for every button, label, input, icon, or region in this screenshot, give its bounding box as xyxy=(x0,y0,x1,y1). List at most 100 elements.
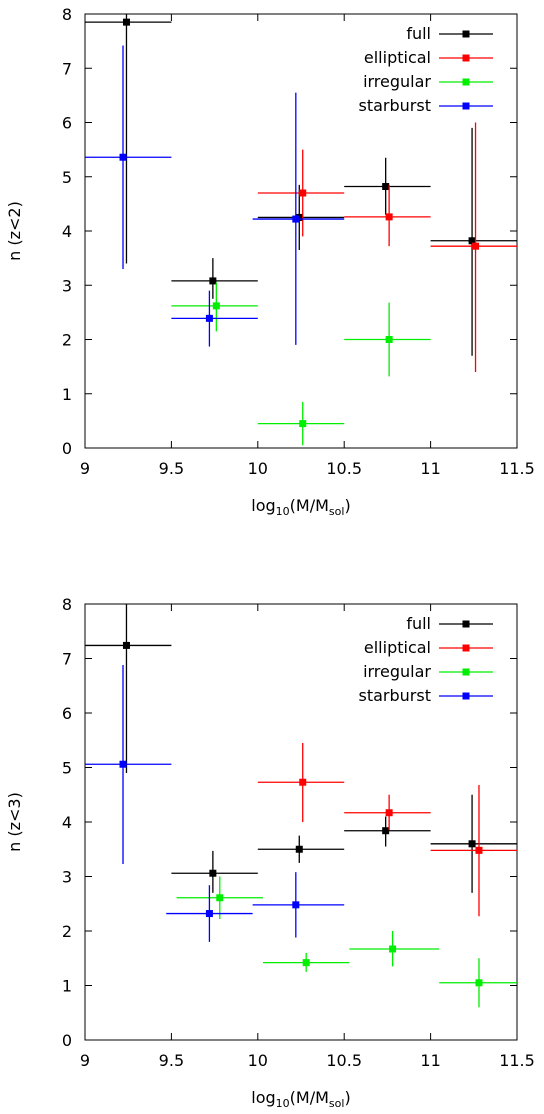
data-point xyxy=(122,641,130,649)
chart-panel-1: 0 1 2 3 4 5 6 7 8 9 9.5 10 10.5 11 11.5 log10(M/Msol) n … xyxy=(5,5,535,518)
x-tick-label: 11 xyxy=(420,1051,440,1070)
series-irregular xyxy=(176,876,517,1008)
y-tick-label: 4 xyxy=(62,222,72,241)
data-point xyxy=(292,215,300,223)
legend-label-irregular: irregular xyxy=(363,662,431,681)
series-full xyxy=(85,604,517,893)
y-tick-label: 7 xyxy=(62,59,72,78)
y-tick-label: 2 xyxy=(62,331,72,350)
series-elliptical xyxy=(257,122,517,373)
data-point xyxy=(468,840,476,848)
data-point xyxy=(475,979,483,987)
data-point xyxy=(209,277,217,285)
data-point xyxy=(385,336,393,343)
x-axis-label: log10(M/Msol) xyxy=(251,1088,350,1110)
data-point xyxy=(299,189,307,197)
data-point xyxy=(122,18,130,26)
legend-marker-elliptical xyxy=(462,644,470,652)
x-axis-label-close: ) xyxy=(344,1088,350,1107)
y-tick-label: 0 xyxy=(62,439,72,458)
y-tick-label: 6 xyxy=(62,114,72,133)
x-tick-label: 11.5 xyxy=(499,1051,535,1070)
x-tick-label: 11.5 xyxy=(499,459,535,478)
data-point xyxy=(119,760,127,768)
x-tick-label: 9 xyxy=(80,1051,90,1070)
legend-label-elliptical: elliptical xyxy=(364,638,431,657)
y-tick-label: 4 xyxy=(62,813,72,832)
legend-marker-full xyxy=(462,30,470,38)
series-full xyxy=(85,14,517,356)
x-tick-label: 9 xyxy=(80,459,90,478)
x-tick-label: 10 xyxy=(248,1051,268,1070)
x-tick-label: 11 xyxy=(420,459,440,478)
y-tick-label: 8 xyxy=(62,5,72,24)
plot-frame xyxy=(84,13,518,449)
x-axis-label-base-sub: 10 xyxy=(276,505,290,518)
y-tick-label: 3 xyxy=(62,276,72,295)
x-axis-label-main: (M/M xyxy=(290,1088,329,1107)
data-point xyxy=(212,302,220,310)
legend-label-elliptical: elliptical xyxy=(364,48,431,67)
data-point xyxy=(299,778,307,786)
x-tick-label: 9.5 xyxy=(159,1051,184,1070)
x-axis-label-base: log xyxy=(251,1088,275,1107)
x-axis-label: log10(M/Msol) xyxy=(251,496,350,518)
y-tick-label: 0 xyxy=(62,1031,72,1050)
legend-label-full: full xyxy=(406,24,431,43)
data-point xyxy=(475,846,483,854)
y-tick-label: 5 xyxy=(62,759,72,778)
data-point xyxy=(385,213,393,221)
data-point xyxy=(472,242,480,250)
series-elliptical xyxy=(257,742,517,917)
legend: full elliptical irregular starburst xyxy=(359,614,493,705)
legend-marker-full xyxy=(462,620,470,628)
legend-label-full: full xyxy=(406,614,431,633)
y-tick-label: 3 xyxy=(62,868,72,887)
x-axis-label-close: ) xyxy=(344,496,350,515)
legend-label-irregular: irregular xyxy=(363,72,431,91)
x-tick-label: 10.5 xyxy=(326,1051,362,1070)
plot-frame xyxy=(84,603,518,1041)
y-axis-label: n (z<3) xyxy=(5,792,24,852)
legend-marker-starburst xyxy=(462,692,470,700)
x-axis-label-base: log xyxy=(251,496,275,515)
data-point xyxy=(385,809,393,817)
data-point xyxy=(382,183,390,191)
x-axis-label-main-sub: sol xyxy=(329,505,345,518)
series-starburst xyxy=(85,665,345,942)
x-tick-label: 10.5 xyxy=(326,459,362,478)
legend-marker-irregular xyxy=(462,668,470,676)
data-point xyxy=(292,901,300,909)
data-point xyxy=(205,910,213,918)
legend-label-starburst: starburst xyxy=(359,96,431,115)
y-tick-label: 5 xyxy=(62,168,72,187)
y-tick-label: 8 xyxy=(62,595,72,614)
y-tick-label: 1 xyxy=(62,385,72,404)
data-point xyxy=(216,894,224,902)
legend-label-starburst: starburst xyxy=(359,686,431,705)
data-point xyxy=(295,845,303,853)
legend-marker-starburst xyxy=(462,102,470,110)
y-tick-label: 6 xyxy=(62,704,72,723)
series-irregular xyxy=(171,282,431,446)
data-point xyxy=(299,420,307,428)
y-axis-label: n (z<2) xyxy=(5,201,24,261)
y-tick-label: 2 xyxy=(62,922,72,941)
data-point xyxy=(468,237,476,245)
data-point xyxy=(209,869,217,877)
data-point xyxy=(119,153,127,161)
x-tick-label: 10 xyxy=(248,459,268,478)
x-axis-label-main-sub: sol xyxy=(329,1097,345,1110)
x-axis-label-base-sub: 10 xyxy=(276,1097,290,1110)
legend: full elliptical irregular starburst xyxy=(359,24,493,115)
y-tick-label: 1 xyxy=(62,977,72,996)
data-point xyxy=(382,827,390,835)
data-point xyxy=(302,959,310,967)
data-point xyxy=(205,314,213,322)
x-tick-label: 9.5 xyxy=(159,459,184,478)
y-tick-label: 7 xyxy=(62,650,72,669)
series-starburst xyxy=(85,45,345,347)
legend-marker-elliptical xyxy=(462,54,470,62)
